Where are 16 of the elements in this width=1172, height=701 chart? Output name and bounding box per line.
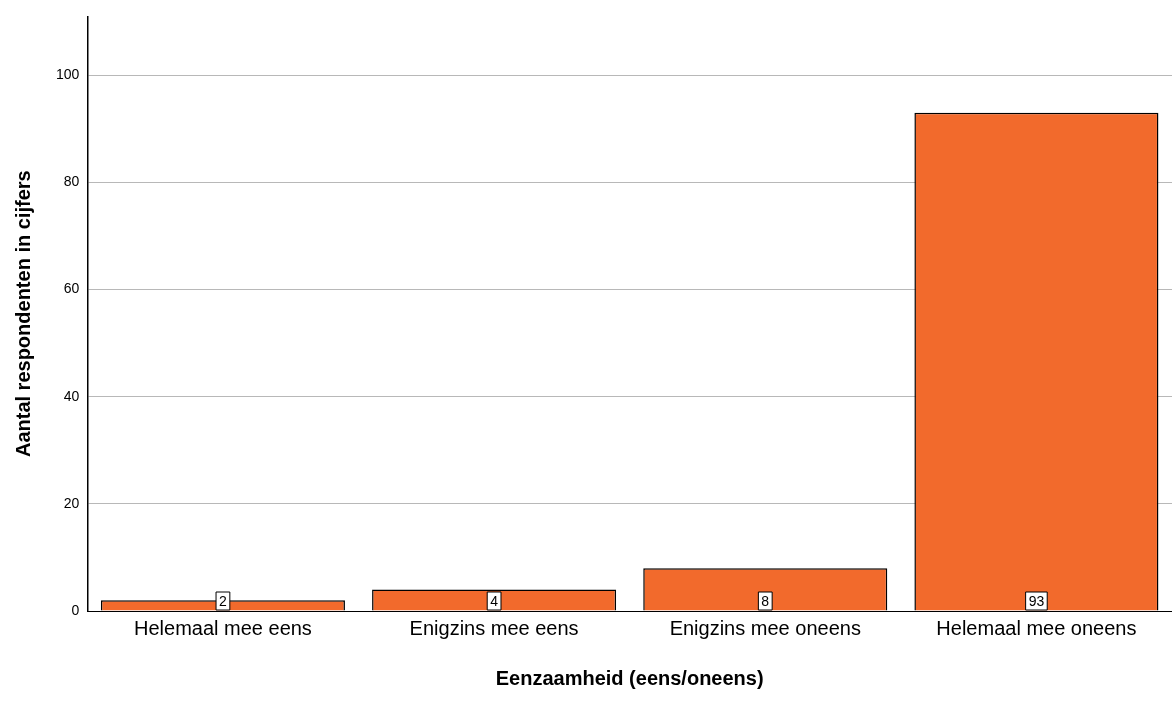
x-tick-label: Enigzins mee eens — [409, 616, 579, 639]
data-label: 4 — [490, 592, 499, 609]
y-tick-label: 60 — [63, 280, 80, 297]
x-tick-label: Helemaal mee eens — [134, 616, 312, 639]
x-tick-label: Enigzins mee oneens — [669, 616, 861, 639]
data-label: 93 — [1028, 592, 1045, 609]
x-axis-title: Eenzaamheid (eens/oneens) — [495, 666, 764, 689]
data-label: 2 — [219, 592, 228, 609]
y-tick-label: 40 — [63, 387, 80, 404]
data-label: 8 — [761, 592, 770, 609]
x-tick-label: Helemaal mee oneens — [936, 616, 1137, 639]
y-tick-label: 20 — [63, 494, 80, 511]
y-axis-title: Aantal respondenten in cijfers — [11, 170, 34, 458]
y-tick-label: 80 — [63, 173, 80, 190]
y-tick-label: 0 — [71, 601, 80, 618]
y-tick-label: 100 — [56, 66, 80, 83]
